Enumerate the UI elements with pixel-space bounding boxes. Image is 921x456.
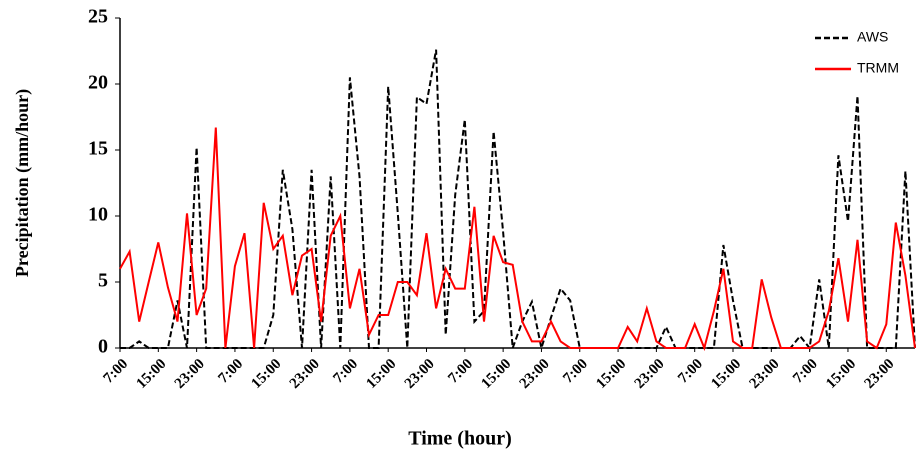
x-tick-label: 23:00 [402,356,438,392]
x-tick-label: 15:00 [134,356,170,392]
legend-label: TRMM [857,60,899,76]
y-tick-label: 25 [88,6,108,28]
x-tick-label: 23:00 [861,356,897,392]
y-tick-label: 20 [88,72,108,94]
x-axis-title: Time (hour) [408,428,512,450]
x-tick-label: 23:00 [747,356,783,392]
x-tick-label: 15:00 [478,356,514,392]
x-tick-label: 7:00 [445,356,476,387]
x-tick-label: 7:00 [790,356,821,387]
x-tick-label: 15:00 [363,356,399,392]
x-tick-label: 15:00 [823,356,859,392]
x-tick-label: 7:00 [100,356,131,387]
x-tick-label: 7:00 [330,356,361,387]
x-tick-label: 7:00 [675,356,706,387]
y-axis-title: Precipitation (mm/hour) [12,89,33,277]
x-tick-label: 23:00 [517,356,553,392]
y-tick-label: 10 [88,204,108,226]
x-tick-label: 15:00 [593,356,629,392]
x-tick-label: 23:00 [172,356,208,392]
x-tick-label: 23:00 [632,356,668,392]
x-tick-label: 15:00 [248,356,284,392]
y-tick-label: 15 [88,138,108,160]
x-tick-label: 7:00 [215,356,246,387]
y-tick-label: 5 [98,270,108,292]
x-tick-label: 23:00 [287,356,323,392]
x-tick-label: 7:00 [560,356,591,387]
series-line [119,127,916,352]
x-tick-label: 15:00 [708,356,744,392]
y-tick-label: 0 [98,336,108,358]
series-line [120,49,916,352]
legend-label: AWS [857,29,888,45]
